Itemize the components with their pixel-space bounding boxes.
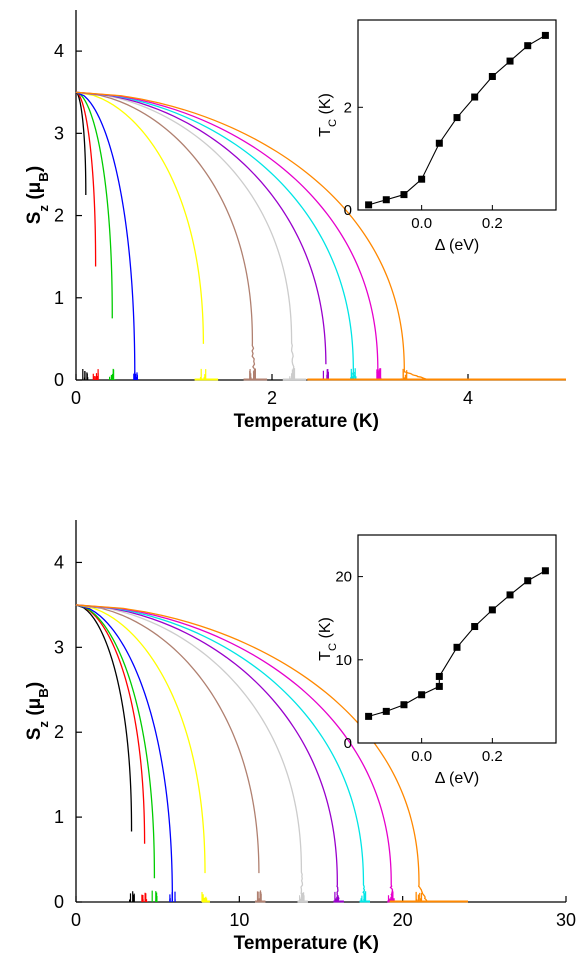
- y-tick-label: 2: [54, 722, 64, 742]
- inset-y-tick-label: 2: [344, 99, 352, 116]
- inset-data-point: [506, 591, 514, 599]
- inset-frame: [357, 534, 557, 744]
- transition-noise: [199, 368, 207, 380]
- magnetization-curve: [75, 91, 327, 365]
- inset-data-point: [365, 201, 373, 209]
- transition-noise: [376, 368, 382, 380]
- magnetization-curve: [75, 604, 260, 874]
- y-tick-label: 0: [54, 892, 64, 912]
- inset-data-point: [365, 712, 373, 720]
- inset-data-point: [382, 707, 390, 715]
- inset-x-axis-title: Δ (eV): [435, 770, 479, 787]
- y-tick-label: 4: [54, 41, 64, 61]
- magnetization-curve: [75, 91, 295, 381]
- x-tick-label: 20: [393, 910, 413, 930]
- y-tick-label: 3: [54, 637, 64, 657]
- inset-x-tick-label: 0.0: [411, 748, 432, 765]
- inset-data-point: [541, 567, 549, 575]
- magnetization-curve: [75, 91, 113, 319]
- x-tick-label: 10: [229, 910, 249, 930]
- magnetization-curve: [75, 91, 205, 344]
- x-tick-label: 0: [71, 910, 81, 930]
- magnetization-curve: [75, 604, 304, 903]
- transition-noise: [82, 369, 89, 380]
- inset-y-tick-label: 0: [344, 735, 352, 752]
- inset-data-point: [400, 191, 408, 199]
- inset-y-axis-title: TC (K): [317, 93, 339, 137]
- inset-data-point: [435, 139, 443, 147]
- inset-data-point: [471, 623, 479, 631]
- magnetization-curve: [75, 91, 256, 381]
- inset-y-tick-label: 20: [335, 569, 352, 586]
- y-tick-label: 1: [54, 288, 64, 308]
- inset-y-tick-label: 10: [335, 652, 352, 669]
- transition-noise: [415, 891, 423, 902]
- inset-y-axis-title: TC (K): [317, 617, 339, 661]
- magnetization-curve: [75, 604, 340, 903]
- inset-data-point: [435, 672, 443, 680]
- x-axis-title: Temperature (K): [234, 411, 379, 432]
- magnetization-curve: [75, 91, 358, 381]
- inset-data-point: [471, 93, 479, 101]
- inset-x-tick-label: 0.2: [482, 748, 503, 765]
- x-tick-label: 30: [556, 910, 576, 930]
- inset-y-tick-label: 0: [344, 202, 352, 219]
- magnetization-curve: [75, 604, 367, 903]
- y-axis-title: Sz (μB): [24, 166, 51, 225]
- x-tick-label: 4: [463, 388, 473, 408]
- magnetization-curve: [75, 604, 206, 874]
- transition-noise: [133, 371, 138, 380]
- transition-noise: [249, 368, 256, 380]
- inset-data-point: [435, 682, 443, 690]
- y-tick-label: 4: [54, 552, 64, 572]
- y-tick-label: 1: [54, 807, 64, 827]
- x-tick-label: 2: [267, 388, 277, 408]
- transition-noise: [92, 369, 99, 380]
- transition-noise: [129, 891, 135, 902]
- y-axis-title: Sz (μB): [24, 682, 51, 741]
- inset-data-point: [418, 691, 426, 699]
- magnetization-curve: [75, 91, 97, 267]
- magnetization-curve: [75, 91, 429, 381]
- magnetization-curve: [75, 604, 156, 879]
- transition-noise: [387, 890, 395, 902]
- inset-data-point: [488, 72, 496, 80]
- magnetization-curve: [75, 91, 382, 380]
- inset-data-point: [418, 175, 426, 183]
- magnetization-curve: [75, 91, 87, 195]
- inset-data-point: [382, 196, 390, 204]
- bottom-chart-panel: 0 1 2 3 4 0 10 20 30 Temperature (K) Sz (μB) 0 10 20 0…: [24, 520, 576, 954]
- y-tick-label: 2: [54, 206, 64, 226]
- magnetization-curve: [75, 604, 428, 903]
- top-chart-panel: 0 1 2 3 4 0 2 4 Temperature (K) Sz (μB) 0 2 0.0 0.2Δ …: [24, 10, 566, 432]
- inset-data-point: [488, 606, 496, 614]
- transition-noise: [169, 891, 176, 902]
- transition-noise: [109, 368, 116, 380]
- inset-data-point: [506, 57, 514, 65]
- transition-noise: [151, 890, 158, 902]
- magnetization-curve: [75, 91, 136, 380]
- inset-data-point: [541, 31, 549, 39]
- magnetization-curve: [75, 604, 394, 903]
- inset-data-point: [524, 577, 532, 585]
- inset-x-tick-label: 0.0: [411, 215, 432, 232]
- x-axis-title: Temperature (K): [234, 933, 379, 954]
- y-tick-label: 3: [54, 123, 64, 143]
- transition-noise: [322, 369, 330, 380]
- inset-x-tick-label: 0.2: [482, 215, 503, 232]
- inset-data-point: [453, 114, 461, 122]
- x-tick-label: 0: [71, 388, 81, 408]
- inset-data-point: [400, 701, 408, 709]
- magnetization-curve: [75, 604, 133, 832]
- y-tick-label: 0: [54, 370, 64, 390]
- magnetization-curve: [75, 604, 174, 903]
- magnetization-curve: [75, 604, 146, 844]
- inset-data-point: [453, 643, 461, 651]
- transition-noise: [141, 892, 148, 902]
- transition-noise: [289, 368, 296, 380]
- transition-noise: [256, 890, 262, 902]
- inset-data-point: [524, 42, 532, 50]
- inset-x-axis-title: Δ (eV): [435, 237, 479, 254]
